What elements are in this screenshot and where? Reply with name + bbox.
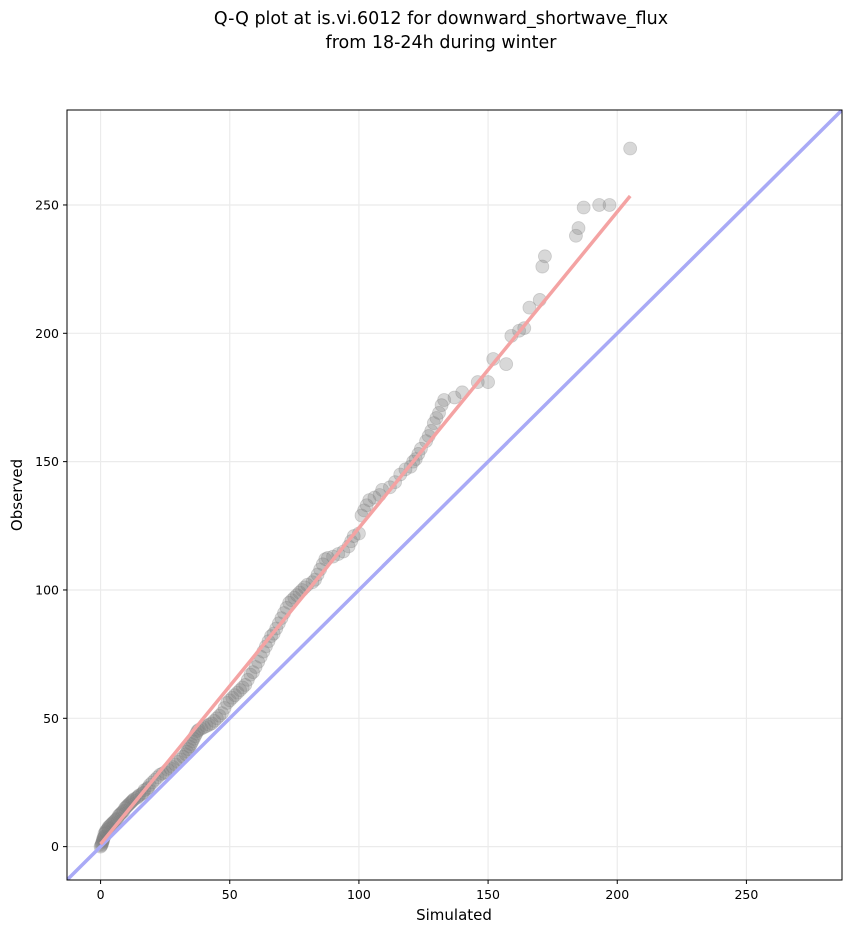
qq-point — [571, 221, 586, 235]
qq-point — [426, 416, 441, 431]
qq-point — [180, 744, 195, 759]
qq-point — [357, 503, 371, 518]
qq-point — [222, 693, 237, 708]
x-tick-label: 50 — [222, 887, 238, 902]
chart-title-line-2: from 18-24h during winter — [326, 33, 558, 53]
qq-point — [204, 716, 219, 731]
y-tick-label: 0 — [51, 839, 59, 854]
qq-point — [202, 717, 216, 732]
qq-point — [248, 660, 263, 674]
y-tick-label: 50 — [43, 711, 59, 726]
plot-frame — [66, 109, 843, 881]
qq-point — [243, 667, 258, 682]
qq-point — [212, 708, 227, 723]
reference-lines — [67, 110, 842, 880]
qq-point — [233, 683, 247, 697]
qq-point — [592, 198, 607, 212]
x-axis-label: Simulated — [416, 906, 492, 924]
qq-point — [434, 398, 449, 413]
x-tick-label: 150 — [476, 887, 500, 902]
qq-point — [362, 493, 377, 508]
qq-point — [569, 228, 583, 243]
qq-point — [535, 259, 550, 274]
qq-point — [207, 713, 222, 728]
data-points — [93, 141, 638, 854]
qq-point — [240, 672, 255, 687]
qq-point — [481, 375, 495, 389]
qq-point — [217, 701, 232, 715]
qq-point — [432, 405, 446, 420]
qq-point — [437, 393, 452, 407]
x-tick-label: 200 — [605, 887, 629, 902]
qq-point — [235, 680, 250, 695]
qq-point — [367, 490, 382, 505]
qq-point — [199, 719, 214, 733]
qq-point — [359, 498, 374, 513]
x-tick-label: 0 — [97, 887, 105, 902]
qq-point — [246, 665, 260, 679]
qq-point — [623, 141, 638, 156]
qq-point — [522, 300, 537, 315]
grid — [67, 110, 842, 880]
qq-point — [220, 696, 235, 710]
qq-point — [181, 742, 196, 756]
qq-point — [447, 390, 462, 405]
y-axis-label: Observed — [8, 459, 26, 531]
qq-point — [238, 678, 253, 692]
y-tick-label: 200 — [35, 326, 59, 341]
qq-point — [228, 688, 242, 703]
x-tick-label: 100 — [347, 887, 371, 902]
qq-point — [429, 411, 444, 425]
qq-point — [576, 200, 591, 215]
qq-point — [215, 706, 229, 721]
axis-ticks: 0 50 100 150 200 250 0 50 100 150 200 250 — [35, 197, 758, 902]
qq-point — [602, 198, 617, 212]
qq-point — [209, 711, 224, 726]
y-tick-label: 150 — [35, 454, 59, 469]
y-tick-label: 100 — [35, 582, 59, 597]
fit-line — [99, 194, 632, 846]
identity-line — [67, 110, 842, 880]
qq-point — [230, 685, 245, 700]
chart-title-line-1: Q-Q plot at is.vi.6012 for downward_shor… — [214, 9, 668, 29]
x-tick-label: 250 — [734, 887, 758, 902]
qq-point — [182, 739, 197, 754]
y-tick-label: 250 — [35, 197, 59, 212]
qq-point — [499, 357, 514, 372]
qq-point — [538, 249, 552, 264]
qq-point — [225, 690, 240, 705]
